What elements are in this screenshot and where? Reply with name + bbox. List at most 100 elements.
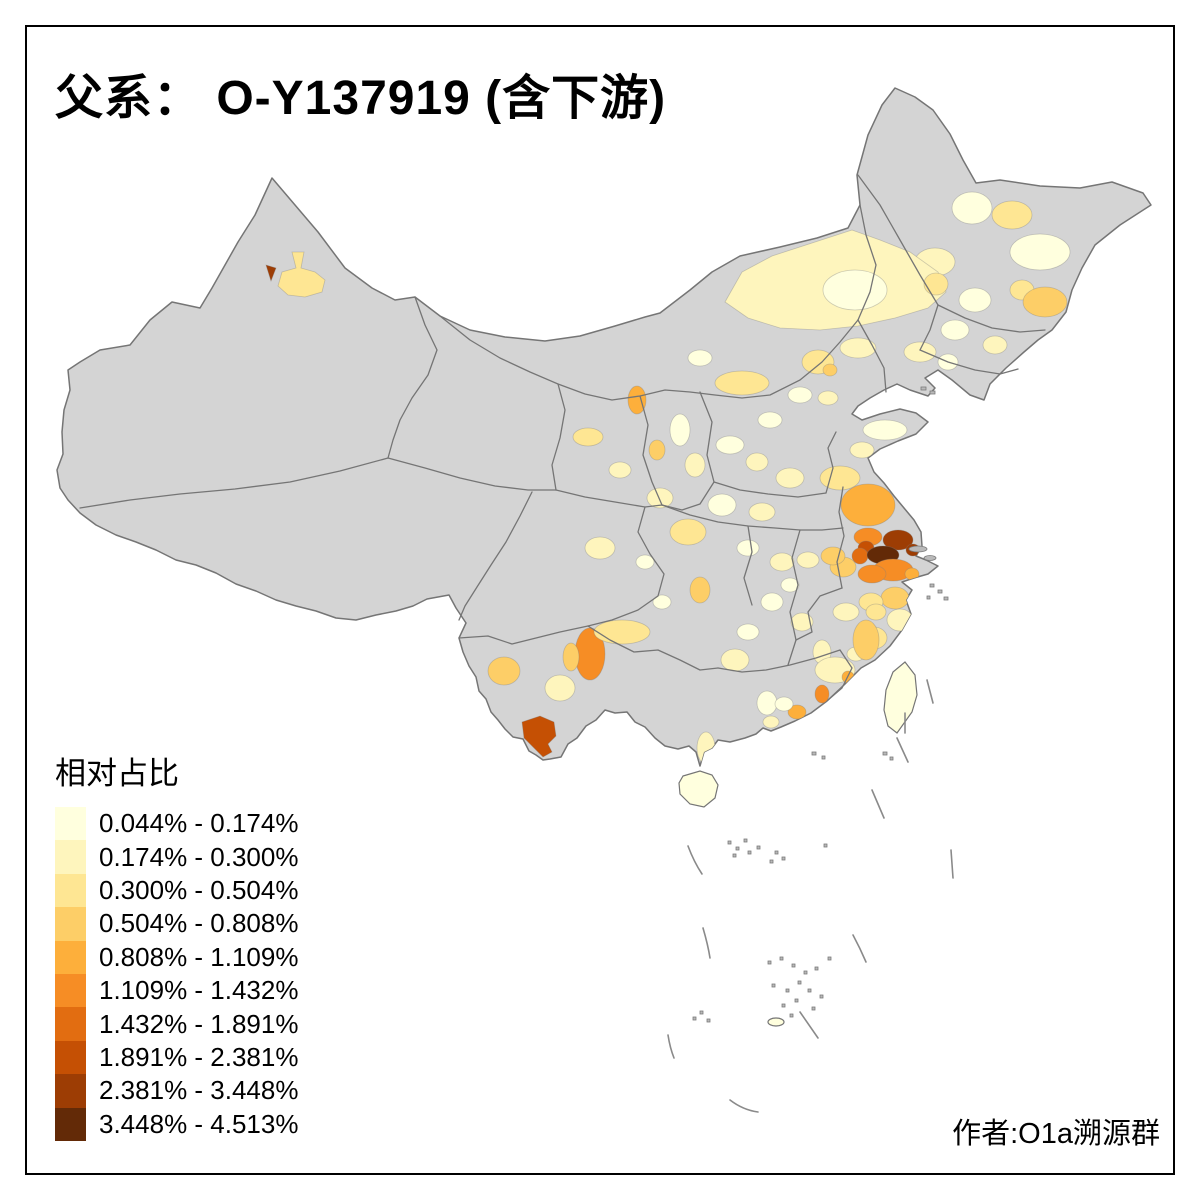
- map-region: [852, 619, 880, 661]
- legend-swatch-5: [55, 940, 86, 974]
- island: [923, 555, 937, 561]
- map-region: [715, 435, 745, 455]
- map-region: [862, 419, 908, 441]
- map-region: [487, 656, 521, 686]
- map-region: [608, 461, 632, 479]
- map-region: [748, 502, 776, 522]
- map-region: [820, 546, 846, 566]
- map-region: [832, 602, 860, 622]
- legend-swatch-4: [55, 907, 86, 941]
- legend-swatch-10: [55, 1107, 86, 1141]
- legend-row: 0.504% - 0.808%: [55, 907, 299, 941]
- legend-title: 相对占比: [55, 756, 179, 791]
- map-region: [790, 612, 814, 632]
- legend-row: 1.432% - 1.891%: [55, 1007, 299, 1041]
- legend-row: 0.300% - 0.504%: [55, 873, 299, 908]
- map-region: [572, 427, 604, 447]
- legend-swatch-3: [55, 873, 86, 908]
- map-region: [544, 674, 576, 702]
- legend-label-4: 0.504% - 0.808%: [99, 908, 299, 939]
- map-region: [521, 715, 557, 758]
- map-region: [822, 363, 838, 377]
- legend-row: 1.891% - 2.381%: [55, 1040, 299, 1075]
- legend-row: 0.174% - 0.300%: [55, 840, 299, 874]
- map-region: [982, 335, 1008, 355]
- legend-row: 0.044% - 0.174%: [55, 807, 299, 841]
- legend-swatch-6: [55, 973, 86, 1008]
- map-region: [923, 272, 949, 296]
- map-region: [757, 411, 783, 429]
- map-region: [940, 319, 970, 341]
- map-region: [669, 413, 691, 447]
- map-region: [839, 337, 877, 359]
- map-region: [689, 576, 711, 604]
- map-region: [780, 577, 800, 593]
- map-region: [562, 642, 580, 672]
- island: [767, 1017, 785, 1027]
- map-region: [648, 439, 666, 461]
- legend-label-8: 1.891% - 2.381%: [99, 1041, 299, 1072]
- map-region: [736, 623, 760, 641]
- map-region: [687, 349, 713, 367]
- map-region: [787, 386, 813, 404]
- legend-row: 0.808% - 1.109%: [55, 940, 299, 974]
- plot-frame: [25, 25, 1175, 1175]
- map-region: [635, 554, 655, 570]
- map-region: [277, 251, 326, 298]
- map-region: [865, 603, 887, 621]
- color-scale-legend: 相对占比 0.044% - 0.174% 0.174% - 0.300% 0.3…: [55, 748, 298, 1141]
- map-region: [903, 341, 937, 363]
- map-region: [627, 385, 647, 415]
- legend-row: 3.448% - 4.513%: [55, 1107, 299, 1141]
- legend-label-5: 0.808% - 1.109%: [99, 941, 299, 972]
- island: [908, 545, 928, 553]
- map-region: [714, 370, 770, 396]
- map-region: [787, 704, 807, 720]
- map-region: [849, 441, 875, 459]
- legend-swatch-7: [55, 1007, 86, 1041]
- map-region: [857, 564, 887, 584]
- sea-boundary-dashes: [667, 679, 954, 1113]
- map-region: [760, 592, 784, 612]
- map-region: [774, 696, 794, 712]
- legend-swatch-9: [55, 1074, 86, 1108]
- legend-label-10: 3.448% - 4.513%: [99, 1108, 299, 1139]
- map-region: [769, 552, 795, 572]
- map-region: [736, 539, 760, 557]
- map-region: [584, 536, 616, 560]
- author-attribution: 作者:O1a溯源群: [952, 1118, 1160, 1150]
- map-region: [684, 452, 706, 478]
- legend-label-3: 0.300% - 0.504%: [99, 874, 299, 905]
- map-region: [819, 465, 861, 491]
- taiwan-island: [883, 661, 918, 734]
- legend-label-7: 1.432% - 1.891%: [99, 1008, 299, 1039]
- legend-swatch-1: [55, 807, 86, 841]
- map-region: [1009, 233, 1071, 271]
- map-region: [745, 452, 769, 472]
- legend-label-6: 1.109% - 1.432%: [99, 975, 299, 1006]
- map-region: [669, 518, 707, 546]
- map-region: [958, 287, 992, 313]
- legend-row: 2.381% - 3.448%: [55, 1074, 299, 1108]
- hainan-island: [678, 770, 719, 808]
- map-region: [840, 483, 896, 527]
- legend-label-2: 0.174% - 0.300%: [99, 841, 299, 872]
- map-region: [814, 684, 830, 704]
- map-region: [822, 269, 888, 311]
- map-region: [951, 191, 993, 225]
- legend-swatch-8: [55, 1040, 86, 1075]
- legend-label-9: 2.381% - 3.448%: [99, 1075, 299, 1106]
- legend-swatch-2: [55, 840, 86, 874]
- choropleth-regions: [265, 191, 1071, 765]
- map-region: [882, 529, 914, 551]
- legend-label-1: 0.044% - 0.174%: [99, 808, 299, 839]
- map-region: [775, 467, 805, 489]
- page-title: 父系： O-Y137919 (含下游): [55, 72, 667, 125]
- map-region: [1022, 286, 1068, 318]
- map-region: [707, 493, 737, 517]
- map-region: [991, 200, 1033, 230]
- map-region: [796, 551, 820, 569]
- map-region: [652, 594, 672, 610]
